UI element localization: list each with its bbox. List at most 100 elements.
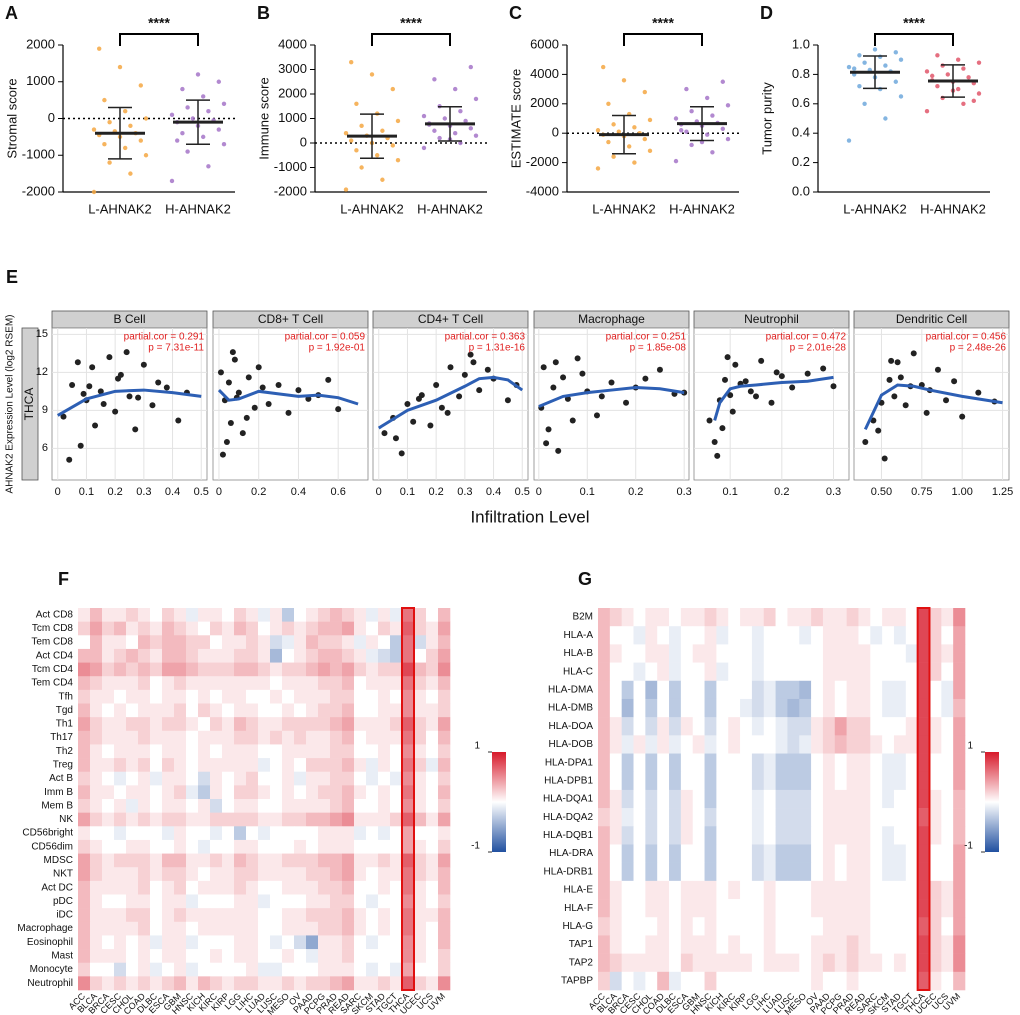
cell xyxy=(102,771,115,786)
cell xyxy=(138,962,151,977)
cell xyxy=(318,635,331,650)
cell xyxy=(378,717,391,732)
cell xyxy=(330,908,343,923)
cell xyxy=(716,789,729,809)
cell xyxy=(390,839,403,854)
cell xyxy=(905,608,918,627)
cell xyxy=(716,717,729,736)
cell xyxy=(150,662,163,677)
cell xyxy=(354,758,367,773)
cell xyxy=(680,880,694,900)
point xyxy=(456,393,463,400)
cell xyxy=(114,921,127,936)
cell xyxy=(438,976,451,991)
cell xyxy=(150,758,163,773)
cell xyxy=(882,735,895,754)
cell xyxy=(811,917,824,936)
colorbar-label: 1 xyxy=(474,741,480,752)
cell xyxy=(680,680,694,700)
cell xyxy=(822,644,836,663)
cell xyxy=(378,703,391,718)
cell xyxy=(390,703,403,718)
cell xyxy=(633,698,646,718)
cell xyxy=(811,680,824,700)
cell xyxy=(318,867,331,882)
cell xyxy=(162,880,175,895)
point xyxy=(593,412,600,419)
cell xyxy=(799,917,812,936)
cell xyxy=(306,799,319,813)
cell xyxy=(787,717,800,736)
cell xyxy=(354,662,367,677)
cell xyxy=(426,867,439,882)
cell xyxy=(246,812,259,827)
cell xyxy=(114,839,127,854)
cell xyxy=(905,771,918,791)
cell xyxy=(716,953,729,973)
cell xyxy=(234,812,247,827)
cell xyxy=(426,744,439,759)
cell xyxy=(680,698,694,718)
cell xyxy=(716,826,729,845)
point xyxy=(724,354,731,361)
cell xyxy=(799,680,812,700)
point xyxy=(627,144,632,149)
cell xyxy=(390,880,403,895)
cell xyxy=(787,753,800,773)
cell xyxy=(811,771,824,791)
cell xyxy=(366,730,379,745)
cell xyxy=(870,862,883,882)
cell xyxy=(198,648,211,663)
point xyxy=(128,171,133,176)
cell xyxy=(138,648,151,663)
cell xyxy=(728,971,741,991)
cell xyxy=(186,730,199,745)
cell xyxy=(929,917,942,936)
cell xyxy=(330,689,343,704)
cell xyxy=(198,880,211,895)
cell xyxy=(657,735,670,754)
cell xyxy=(621,826,634,845)
row-label: NK xyxy=(59,814,73,825)
panel-title: Neutrophil xyxy=(744,312,799,326)
cell xyxy=(162,949,175,964)
cell xyxy=(150,785,163,800)
cell xyxy=(186,908,199,923)
annotation: p = 1.31e-16 xyxy=(469,343,526,354)
point xyxy=(66,456,73,463)
cell xyxy=(294,826,307,841)
cell xyxy=(342,662,355,677)
cell xyxy=(234,676,247,691)
cell xyxy=(270,867,283,882)
cell xyxy=(870,644,883,663)
cell xyxy=(102,949,115,964)
cell xyxy=(893,935,907,954)
cell xyxy=(858,971,871,991)
cell xyxy=(953,717,966,736)
cell xyxy=(882,717,895,736)
cell xyxy=(378,935,391,950)
row-label: HLA-F xyxy=(564,903,593,914)
point xyxy=(710,150,715,155)
cell xyxy=(414,785,427,800)
cell xyxy=(657,899,670,918)
cell xyxy=(716,771,729,791)
cell xyxy=(645,953,658,973)
cell xyxy=(102,839,115,854)
cell xyxy=(318,689,331,704)
cell xyxy=(870,753,883,773)
cell xyxy=(318,894,331,909)
cell xyxy=(870,826,883,845)
cell xyxy=(390,758,403,773)
cell xyxy=(258,703,271,718)
cell xyxy=(882,935,895,954)
cell xyxy=(834,698,847,718)
cell xyxy=(258,935,271,950)
point xyxy=(225,379,232,386)
cell xyxy=(893,971,907,991)
cell xyxy=(763,626,776,645)
cell xyxy=(258,976,271,991)
cell xyxy=(198,921,211,936)
cell xyxy=(258,908,271,923)
cell xyxy=(138,935,151,950)
